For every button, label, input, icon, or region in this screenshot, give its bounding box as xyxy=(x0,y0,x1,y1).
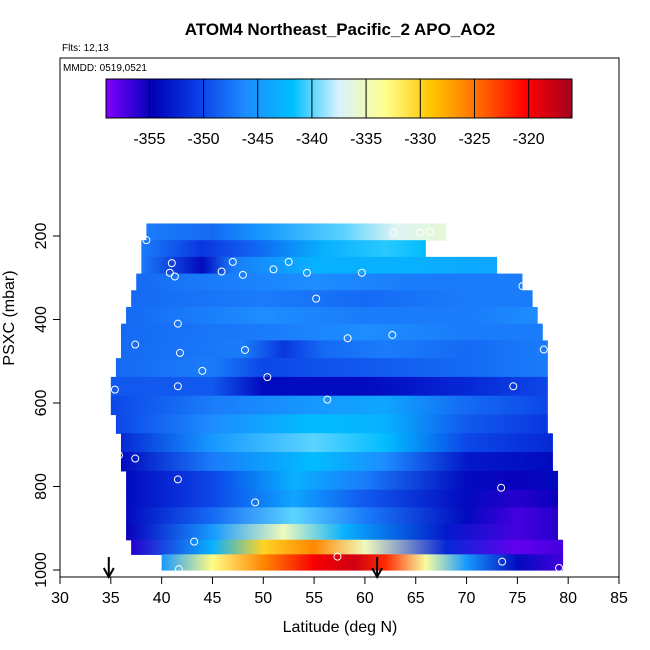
sample-point xyxy=(323,395,332,404)
x-tick-label: 65 xyxy=(407,590,425,607)
sample-point xyxy=(217,267,226,276)
sample-point xyxy=(509,382,518,391)
heatmap-band xyxy=(126,507,559,525)
sample-markers xyxy=(110,227,564,574)
heatmap-band xyxy=(126,524,559,541)
x-tick-label: 30 xyxy=(51,590,69,607)
x-tick-label: 85 xyxy=(610,590,628,607)
colorbar-tick-label: -355 xyxy=(133,131,165,148)
y-tick-label: 600 xyxy=(33,390,50,417)
x-tick-label: 75 xyxy=(508,590,526,607)
x-tick-label: 80 xyxy=(559,590,577,607)
sample-point xyxy=(131,340,140,349)
colorbar-tick-label: -330 xyxy=(404,131,436,148)
sample-point xyxy=(119,548,128,557)
heatmap-band xyxy=(126,306,538,325)
colorbar-gradient xyxy=(105,78,573,119)
colorbar-tick-label: -335 xyxy=(350,131,382,148)
sample-point xyxy=(165,268,174,277)
sample-point xyxy=(167,259,176,268)
colorbar-tick-label: -350 xyxy=(188,131,220,148)
y-tick-label: 200 xyxy=(33,223,50,250)
sample-point xyxy=(284,257,293,266)
heatmap-band xyxy=(120,433,553,453)
sample-point xyxy=(228,257,237,266)
sample-point xyxy=(173,475,182,484)
heatmap-band xyxy=(131,290,533,308)
x-tick-label: 35 xyxy=(102,590,120,607)
heatmap-layer xyxy=(110,223,564,571)
sample-point xyxy=(343,334,352,343)
colorbar: -355 -350 -345 -340 -335 -330 -325 -320 xyxy=(105,78,573,148)
x-tick-label: 45 xyxy=(204,590,222,607)
x-tick-label: 60 xyxy=(356,590,374,607)
sample-point xyxy=(175,348,184,357)
y-axis-label: PSXC (mbar) xyxy=(1,270,18,365)
colorbar-tick-label: -325 xyxy=(458,131,490,148)
sample-point xyxy=(518,282,527,291)
sample-point xyxy=(333,552,342,561)
sample-point xyxy=(240,345,249,354)
sample-point xyxy=(498,557,507,566)
colorbar-tick-label: -345 xyxy=(242,131,274,148)
sample-point xyxy=(312,294,321,303)
x-tick-label: 70 xyxy=(458,590,476,607)
down-arrow-icon xyxy=(102,557,115,580)
colorbar-tick-label: -320 xyxy=(513,131,545,148)
sample-point xyxy=(190,537,199,546)
sample-point xyxy=(415,228,424,237)
x-tick-label: 55 xyxy=(305,590,323,607)
heatmap-band xyxy=(115,414,548,434)
heatmap-band xyxy=(120,340,548,359)
sample-point xyxy=(131,454,140,463)
y-tick-label: 400 xyxy=(33,306,50,333)
heatmap-band xyxy=(110,376,548,397)
x-axis: 30 35 40 45 50 55 60 65 70 75 80 85 xyxy=(51,576,628,607)
heatmap-band xyxy=(120,323,543,341)
heatmap-band xyxy=(141,256,498,275)
y-tick-label: 800 xyxy=(33,473,50,500)
colorbar-tick-label: -340 xyxy=(296,131,328,148)
heatmap-band xyxy=(126,470,559,491)
heatmap-band xyxy=(110,395,548,416)
sample-point xyxy=(114,451,123,460)
sample-point xyxy=(170,272,179,281)
sample-point xyxy=(173,382,182,391)
sample-point xyxy=(238,270,247,279)
sample-point xyxy=(198,366,207,375)
x-tick-label: 40 xyxy=(153,590,171,607)
sample-point xyxy=(425,227,434,236)
x-tick-label: 50 xyxy=(254,590,272,607)
y-axis: 200 400 600 800 1000 xyxy=(33,223,61,588)
sample-point xyxy=(497,483,506,492)
sample-point xyxy=(302,268,311,277)
x-axis-label: Latitude (deg N) xyxy=(283,619,398,636)
sample-point xyxy=(388,330,397,339)
heatmap-band xyxy=(131,539,564,555)
sample-point xyxy=(269,265,278,274)
sample-point xyxy=(263,373,272,382)
sample-point xyxy=(174,565,183,574)
sample-point xyxy=(173,319,182,328)
heatmap-band xyxy=(161,554,564,571)
heatmap-band xyxy=(115,358,548,378)
sample-point xyxy=(389,228,398,237)
mmdd-label: MMDD: 0519,0521 xyxy=(63,63,147,74)
heatmap-band xyxy=(141,240,426,258)
heatmap-band xyxy=(146,223,447,241)
sample-point xyxy=(539,345,548,354)
heatmap-band xyxy=(136,273,523,291)
sample-point xyxy=(555,563,564,572)
sample-point xyxy=(357,268,366,277)
heatmap-band xyxy=(126,489,559,508)
sample-point xyxy=(142,236,151,245)
sample-point xyxy=(251,498,260,507)
flights-label: Flts: 12,13 xyxy=(62,43,109,54)
y-tick-label: 1000 xyxy=(33,552,50,588)
heatmap-band xyxy=(120,452,553,472)
sample-point xyxy=(110,385,119,394)
chart-title: ATOM4 Northeast_Pacific_2 APO_AO2 xyxy=(185,20,496,39)
